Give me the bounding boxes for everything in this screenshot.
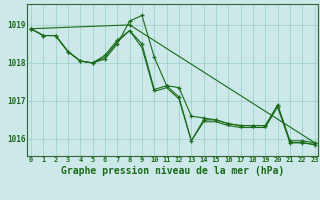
X-axis label: Graphe pression niveau de la mer (hPa): Graphe pression niveau de la mer (hPa): [61, 166, 284, 176]
